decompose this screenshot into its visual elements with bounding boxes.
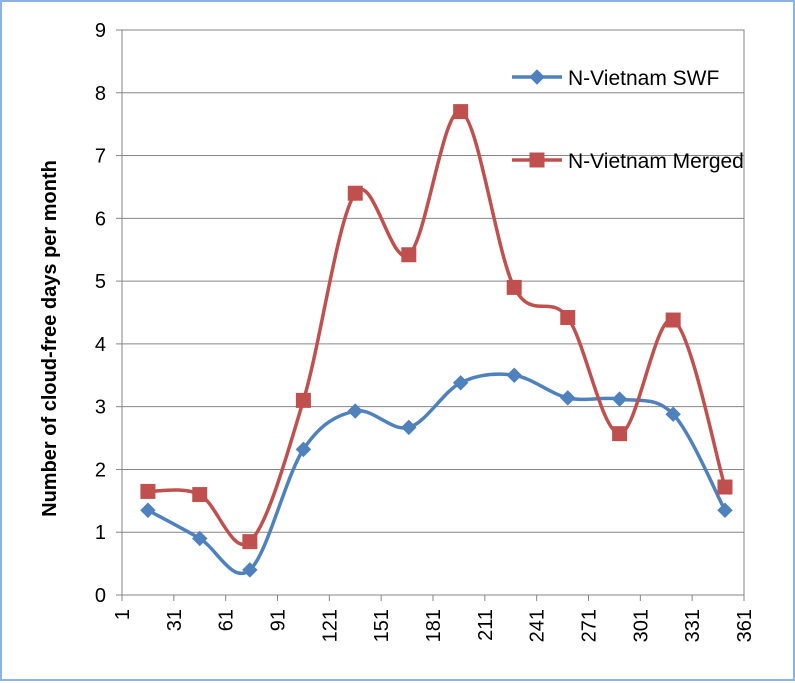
y-tick-label: 5	[95, 271, 106, 293]
y-tick-label: 1	[95, 522, 106, 544]
series-layer	[140, 104, 733, 578]
y-tick-label: 3	[95, 397, 106, 419]
series-2	[140, 104, 733, 550]
data-point	[347, 185, 363, 201]
y-tick-label: 9	[95, 20, 106, 42]
legend-item: N-Vietnam SWF	[512, 67, 719, 90]
y-tick-label: 4	[95, 334, 106, 356]
y-axis-title: Number of cloud-free days per month	[39, 160, 61, 517]
x-tick-label: 1	[112, 609, 134, 620]
series-line	[147, 109, 727, 547]
data-point	[612, 426, 628, 442]
data-point	[560, 310, 576, 326]
x-axis-ticks: 1 31 61 91 121 151 181 211 241 271 301 331 361	[112, 595, 756, 642]
y-tick-label: 8	[95, 83, 106, 105]
data-point	[717, 479, 733, 495]
data-point	[401, 419, 417, 436]
data-point	[665, 312, 681, 328]
legend-marker	[529, 152, 545, 168]
series-1	[140, 367, 733, 578]
x-tick-label: 271	[579, 609, 601, 642]
x-tick-label: 121	[319, 609, 341, 642]
legend-item: N-Vietnam Merged	[512, 150, 744, 173]
data-point	[560, 390, 576, 406]
legend: N-Vietnam SWF N-Vietnam Merged	[512, 67, 744, 173]
data-point	[140, 502, 156, 518]
x-tick-label: 91	[268, 609, 290, 631]
y-tick-label: 7	[95, 146, 106, 168]
x-tick-label: 151	[371, 609, 393, 642]
y-tick-label: 2	[95, 459, 106, 481]
data-point	[192, 487, 208, 503]
data-point	[347, 403, 363, 419]
y-axis-ticks: 0 1 2 3 4 5 6 7 8 9	[95, 20, 122, 607]
data-point	[242, 534, 258, 550]
data-point	[140, 483, 156, 499]
data-point	[242, 562, 258, 578]
data-point	[506, 367, 522, 383]
legend-label: N-Vietnam Merged	[568, 150, 744, 173]
data-point	[452, 375, 469, 391]
data-point	[295, 392, 311, 408]
y-tick-label: 6	[95, 208, 106, 230]
data-point	[401, 247, 417, 263]
x-tick-label: 361	[734, 609, 756, 642]
data-point	[453, 104, 469, 120]
legend-marker	[529, 69, 545, 85]
x-tick-label: 31	[164, 609, 186, 631]
data-point	[717, 502, 733, 518]
x-tick-label: 61	[216, 609, 238, 631]
data-point	[665, 406, 681, 422]
data-point	[506, 279, 522, 295]
data-point	[192, 530, 208, 547]
x-tick-label: 331	[682, 609, 704, 642]
data-point	[295, 441, 312, 458]
x-tick-label: 241	[527, 609, 549, 642]
x-tick-label: 181	[423, 609, 445, 642]
data-point	[611, 391, 628, 407]
y-tick-label: 0	[95, 585, 106, 607]
x-tick-label: 301	[630, 609, 652, 642]
legend-label: N-Vietnam SWF	[568, 67, 719, 90]
x-tick-label: 211	[475, 609, 497, 641]
